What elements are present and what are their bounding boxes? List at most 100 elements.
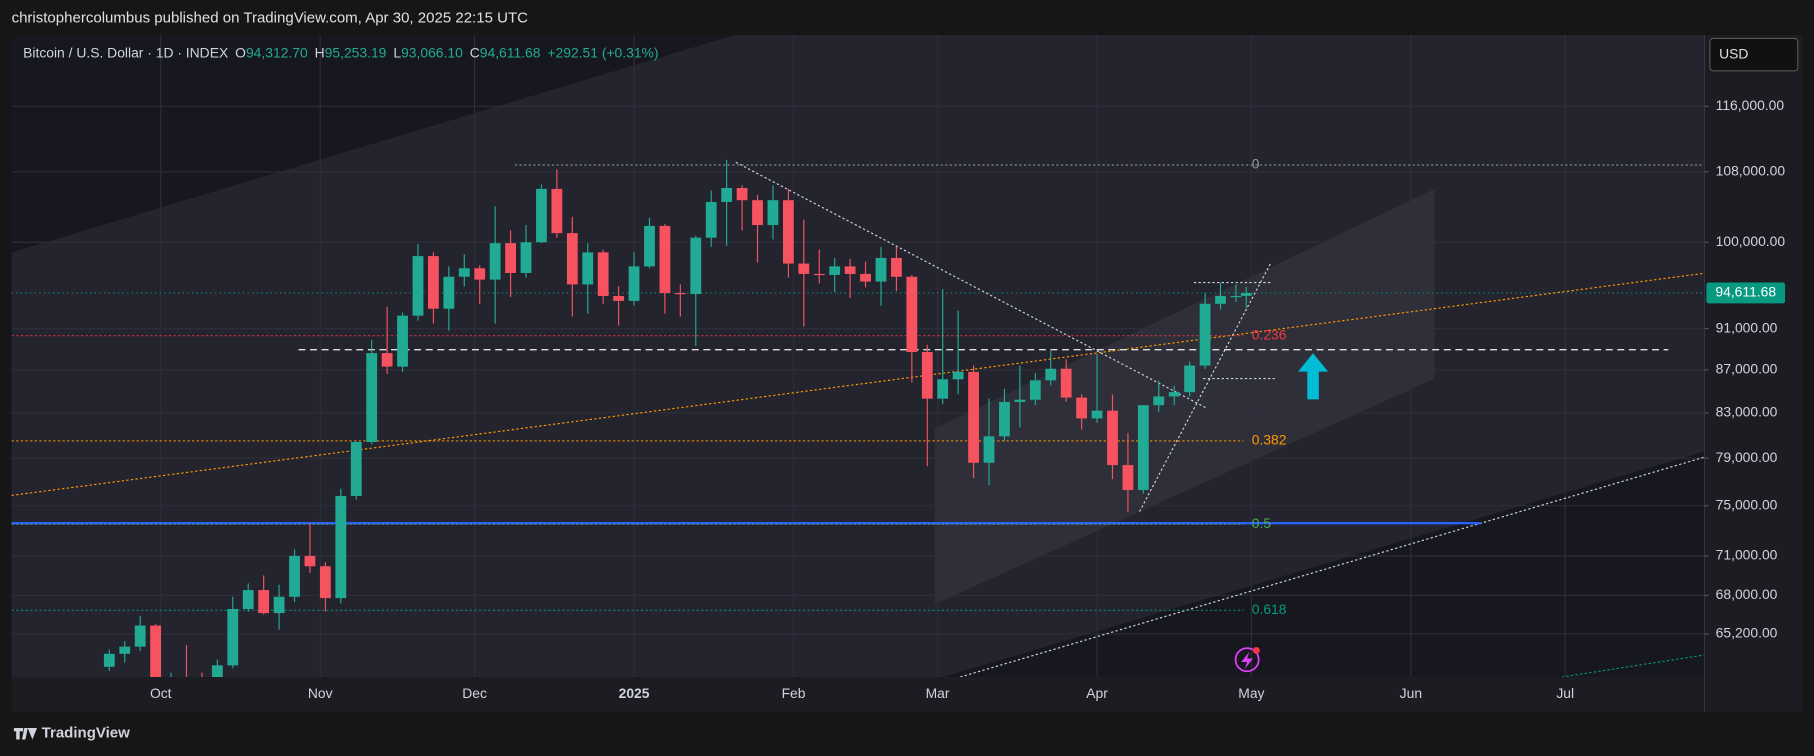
candle-body	[551, 188, 563, 234]
y-tick-label: 108,000.00	[1716, 162, 1786, 178]
fib-label: 0.5	[1252, 515, 1272, 531]
candle-body	[644, 225, 655, 267]
candle-body	[242, 590, 254, 609]
candle-body	[165, 677, 177, 678]
y-tick-label: 100,000.00	[1716, 233, 1786, 249]
candle-body	[181, 677, 192, 678]
candle-body	[582, 252, 594, 285]
fib-levels: 0 0.236 0.382 0.5 0.618	[11, 156, 1705, 617]
candle-body	[1122, 465, 1134, 490]
y-tick-label: 83,000.00	[1716, 404, 1778, 420]
candle-body	[829, 266, 841, 275]
ohlc-key: L	[393, 44, 401, 60]
symbol: Bitcoin / U.S. Dollar · 1D · INDEX	[23, 44, 228, 60]
candle-body	[782, 200, 794, 264]
x-tick-label: Oct	[150, 685, 172, 701]
brand: TradingView	[42, 725, 130, 742]
fib-label: 0.618	[1252, 601, 1287, 617]
candle-body	[674, 293, 686, 295]
candle-body	[860, 273, 871, 282]
last-price-box	[1706, 282, 1786, 304]
trend-line	[1139, 263, 1271, 512]
candle-body	[458, 268, 470, 277]
candle-body	[736, 188, 748, 201]
candle-body	[721, 188, 733, 202]
candle-body	[335, 495, 347, 599]
candle-body	[428, 256, 439, 309]
x-tick-label: Jul	[1556, 685, 1574, 701]
candle-body	[597, 252, 609, 296]
candle-body	[350, 442, 362, 496]
logo	[13, 727, 38, 740]
candle-body	[304, 555, 316, 567]
event-icon-bolt	[1241, 651, 1253, 669]
currency-button[interactable]	[1709, 37, 1799, 72]
candle-body	[875, 257, 887, 282]
candle-body	[536, 188, 547, 243]
candle-body	[1168, 392, 1180, 397]
event-icon[interactable]	[1234, 647, 1260, 673]
x-tick-label: May	[1238, 685, 1264, 701]
x-tick-label: Nov	[308, 685, 333, 701]
candle-body	[891, 257, 902, 277]
candle-body	[767, 200, 779, 226]
candle-body	[150, 625, 162, 678]
candle-body	[1014, 399, 1026, 402]
candle-body	[1153, 396, 1165, 406]
dark-band	[11, 34, 735, 253]
candle-body	[1215, 295, 1226, 304]
candle-body	[119, 646, 131, 654]
y-tick-label: 91,000.00	[1716, 319, 1778, 335]
last-price-label: 94,611.68	[1715, 284, 1776, 300]
candle-body	[613, 295, 625, 301]
candle-body	[937, 379, 949, 399]
candles	[103, 159, 1252, 678]
candle-body	[798, 263, 810, 274]
fib-label: 0	[1252, 156, 1260, 172]
x-tick-label: 2025	[619, 685, 650, 701]
candle-body	[319, 566, 331, 599]
candle-body	[566, 233, 578, 285]
candle-body	[844, 266, 856, 274]
x-tick-label: Feb	[782, 685, 806, 701]
time-axis	[11, 677, 1705, 712]
candle-body	[489, 243, 501, 280]
candle-body	[397, 315, 408, 367]
ohlc-key: H	[315, 44, 325, 60]
ohlc-value: 94,611.68	[480, 44, 541, 60]
y-tick-label: 116,000.00	[1716, 97, 1785, 113]
candle-body	[474, 268, 486, 280]
ohlc-value: 95,253.19	[325, 44, 387, 60]
y-tick-label: 71,000.00	[1716, 547, 1778, 563]
candle-body	[1230, 295, 1242, 298]
candle-body	[1107, 410, 1118, 466]
x-tick-label: Apr	[1086, 685, 1108, 701]
candle-body	[289, 555, 300, 597]
candle-body	[1060, 368, 1072, 398]
fib-label: 0.382	[1252, 432, 1287, 448]
candle-body	[505, 243, 516, 273]
candle-body	[1184, 365, 1196, 393]
currency: USD	[1719, 45, 1748, 61]
x-tick-label: Mar	[926, 685, 950, 701]
candle-body	[1240, 292, 1252, 296]
candle-body	[211, 665, 223, 678]
candle-body	[520, 242, 532, 273]
candle-body	[273, 596, 285, 614]
candle-body	[628, 266, 640, 301]
candle-body	[103, 653, 115, 667]
candle-body	[1076, 397, 1088, 419]
candle-body	[227, 608, 239, 666]
ohlc-key: C	[470, 44, 480, 60]
candle-body	[134, 625, 146, 647]
candle-body	[906, 276, 918, 353]
y-tick-label: 75,000.00	[1716, 496, 1778, 512]
trend-line	[11, 272, 1705, 496]
legend: Bitcoin / U.S. Dollar · 1D · INDEX O94,31…	[23, 44, 658, 60]
price-axis	[1704, 34, 1803, 712]
candle-body	[968, 371, 979, 463]
candle-body	[258, 590, 270, 614]
axis-border	[1704, 34, 1706, 712]
